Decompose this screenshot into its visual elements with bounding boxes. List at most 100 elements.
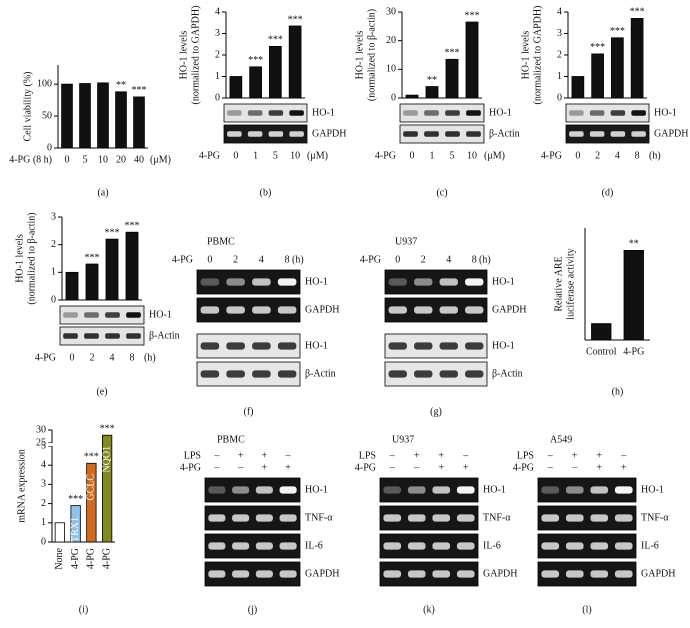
band xyxy=(631,131,646,137)
band xyxy=(277,342,297,350)
significance: *** xyxy=(105,227,120,238)
treatment-label: 4-PG xyxy=(513,462,534,473)
panel-label: (c) xyxy=(436,187,447,198)
band xyxy=(84,312,99,318)
band xyxy=(414,306,433,314)
bar-label: TRX1 xyxy=(70,517,81,542)
band xyxy=(268,131,284,137)
x-tick-label: Control xyxy=(586,346,617,357)
row-label: HO-1 xyxy=(305,276,328,287)
band xyxy=(255,486,273,494)
treatment-sign: – xyxy=(413,462,420,473)
y-tick-label: 10 xyxy=(386,64,396,75)
row-label: TNF-α xyxy=(305,512,333,523)
band xyxy=(465,306,484,314)
panel-label: (i) xyxy=(79,604,88,615)
band xyxy=(383,486,402,494)
gel-title: PBMC xyxy=(207,236,235,247)
band xyxy=(247,110,263,116)
row-label: HO-1 xyxy=(654,107,677,118)
band xyxy=(407,514,426,522)
band xyxy=(208,542,226,550)
band xyxy=(226,370,245,378)
bar xyxy=(133,96,145,149)
band xyxy=(614,542,633,550)
row-label: IL-6 xyxy=(641,540,659,551)
bar xyxy=(105,238,119,301)
treatment-label: LPS xyxy=(184,450,201,461)
band xyxy=(432,486,451,494)
significance: *** xyxy=(68,494,83,505)
treatment-sign: – xyxy=(547,462,554,473)
band xyxy=(565,542,584,550)
bar xyxy=(591,323,612,341)
lane-label: 4 xyxy=(259,254,264,265)
panel-label: (j) xyxy=(248,604,257,615)
y-tick-label: 0 xyxy=(215,92,220,103)
band xyxy=(277,306,297,314)
x-prefix: 4-PG xyxy=(199,150,220,161)
bar xyxy=(125,231,139,301)
band xyxy=(252,342,271,350)
panel-label: (k) xyxy=(423,604,435,615)
band xyxy=(84,333,99,339)
x-unit: (μM) xyxy=(307,150,328,161)
band xyxy=(465,370,484,378)
gel-title: U937 xyxy=(392,434,414,445)
y-axis-label: (normalized to β-actin) xyxy=(26,212,37,304)
significance: ** xyxy=(629,239,639,250)
significance: *** xyxy=(445,48,460,59)
treatment-sign: – xyxy=(620,450,627,461)
band xyxy=(255,542,273,550)
band xyxy=(424,131,439,137)
y-tick-label: 4 xyxy=(215,6,220,17)
band xyxy=(445,110,460,116)
y-axis-label: Cell viability (%) xyxy=(22,72,33,142)
y-axis-label: (normalized to β-actin) xyxy=(366,9,377,101)
band xyxy=(614,570,633,578)
bar xyxy=(85,263,99,301)
bar xyxy=(115,91,127,149)
x-tick-label: 40 xyxy=(134,154,144,165)
treatment-sign: + xyxy=(572,450,578,461)
y-tick-label: 0 xyxy=(47,142,52,153)
y-tick-label: 5 xyxy=(41,440,46,451)
lane-unit: (h) xyxy=(479,254,491,265)
x-tick-label: None xyxy=(54,547,65,569)
row-label: HO-1 xyxy=(641,484,664,495)
x-tick-label: 4-PG xyxy=(101,548,112,569)
significance: *** xyxy=(125,221,140,232)
y-tick-label: 2 xyxy=(41,498,46,509)
panel-label: (f) xyxy=(244,406,254,417)
x-tick-label: 5 xyxy=(83,154,88,165)
band xyxy=(289,110,304,116)
x-tick-label: 4-PG xyxy=(70,548,81,569)
panel-label: (h) xyxy=(612,386,624,397)
significance: *** xyxy=(248,55,263,66)
band xyxy=(279,486,297,494)
bar xyxy=(86,462,97,543)
band xyxy=(590,514,609,522)
band xyxy=(565,486,584,494)
bar xyxy=(425,86,439,99)
y-tick-label: 1 xyxy=(215,71,220,82)
band xyxy=(590,486,609,494)
band xyxy=(383,542,402,550)
x-prefix: 4-PG (8 h) xyxy=(9,154,52,165)
row-label: GAPDH xyxy=(483,568,517,579)
bar xyxy=(445,58,459,99)
treatment-sign: + xyxy=(262,450,268,461)
bar xyxy=(630,18,644,99)
treatment-sign: – xyxy=(547,450,554,461)
band xyxy=(439,278,458,286)
row-label: HO-1 xyxy=(305,340,328,351)
treatment-sign: – xyxy=(285,450,292,461)
treatment-label: LPS xyxy=(359,450,376,461)
band xyxy=(403,131,418,137)
y-tick-label: 2 xyxy=(215,49,220,60)
row-label: β-Actin xyxy=(489,128,520,139)
band xyxy=(407,486,426,494)
x-unit: (μM) xyxy=(150,154,171,165)
x-tick-label: 0 xyxy=(70,352,75,363)
